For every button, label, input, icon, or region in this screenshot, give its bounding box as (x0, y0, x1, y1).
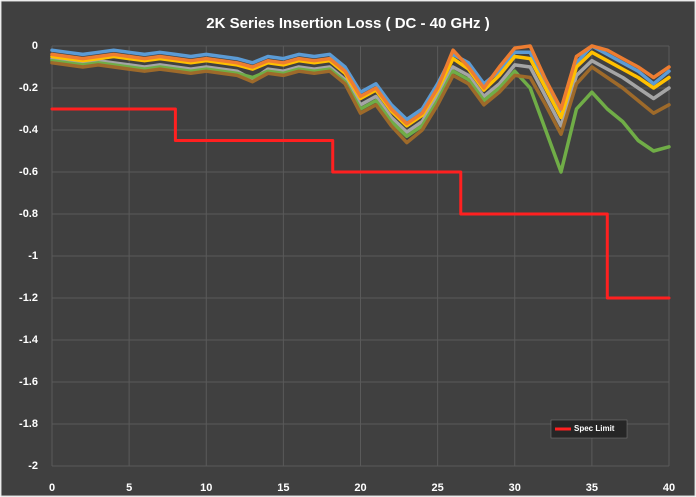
y-tick-label: -1.2 (19, 292, 38, 304)
x-tick-label: 40 (663, 482, 675, 494)
y-tick-label: -2 (28, 460, 38, 472)
x-tick-label: 15 (277, 482, 289, 494)
y-tick-label: -0.6 (19, 166, 38, 178)
y-tick-label: -1.8 (19, 418, 38, 430)
x-tick-label: 10 (200, 482, 212, 494)
x-tick-label: 5 (126, 482, 132, 494)
x-tick-label: 20 (354, 482, 366, 494)
y-tick-label: -0.4 (19, 124, 39, 136)
x-tick-label: 35 (586, 482, 598, 494)
y-tick-label: -1.6 (19, 376, 38, 388)
y-tick-label: -0.8 (19, 208, 38, 220)
chart-title: 2K Series Insertion Loss ( DC - 40 GHz ) (206, 15, 489, 32)
x-tick-label: 0 (49, 482, 55, 494)
y-tick-label: -1 (28, 250, 38, 262)
y-tick-label: 0 (32, 40, 38, 52)
x-tick-label: 25 (432, 482, 444, 494)
measurement-line (50, 50, 671, 128)
x-tick-label: 30 (509, 482, 521, 494)
legend: Spec Limit (550, 419, 628, 439)
legend-box (550, 419, 628, 439)
measurement-line (50, 44, 671, 126)
measurement-line (50, 58, 671, 174)
y-tick-label: -0.2 (19, 82, 38, 94)
y-tick-label: -1.4 (19, 334, 39, 346)
measurement-line (50, 61, 671, 145)
legend-label: Spec Limit (574, 424, 615, 433)
spec-line (50, 107, 671, 300)
measurement-line (50, 56, 671, 134)
